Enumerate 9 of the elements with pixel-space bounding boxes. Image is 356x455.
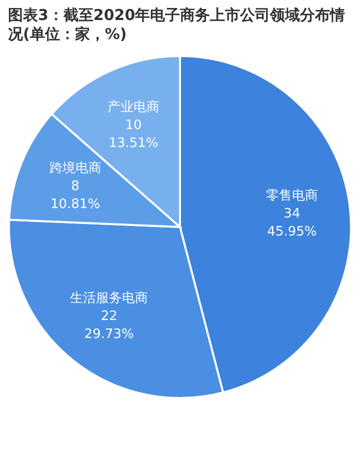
data-label: 22 29.73% — [84, 308, 134, 342]
chart-title: 图表3：截至2020年电子商务上市公司领域分布情况(单位：家，%) — [8, 6, 346, 43]
slice-label: 跨境电商 — [49, 160, 102, 176]
slice-label: 产业电商 — [108, 100, 160, 116]
data-label: 10 13.51% — [108, 118, 158, 152]
data-label: 34 45.95% — [267, 206, 317, 240]
data-label: 8 10.81% — [50, 178, 100, 212]
slice-label: 零售电商 — [266, 188, 318, 204]
slice-label: 生活服务电商 — [70, 290, 148, 306]
